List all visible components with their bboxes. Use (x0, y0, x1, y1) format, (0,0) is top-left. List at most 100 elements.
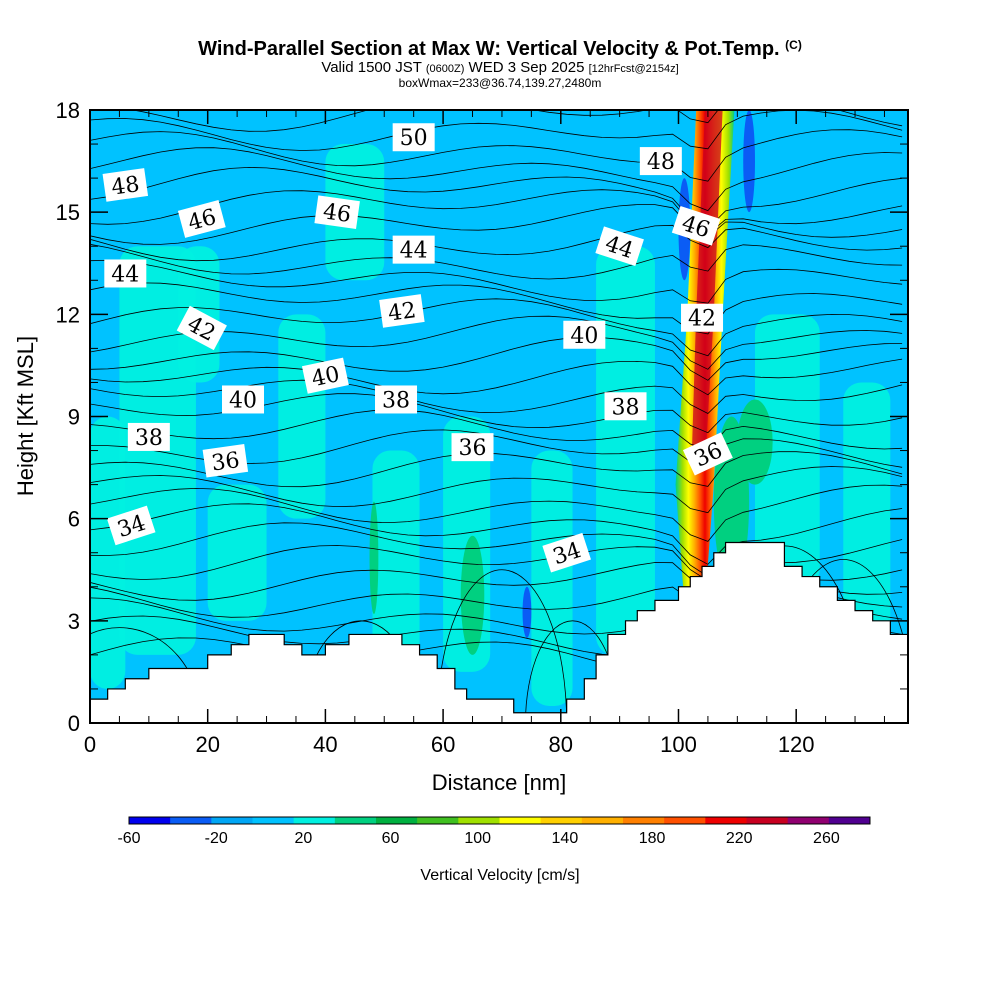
contour-label-text: 40 (309, 362, 342, 392)
colorbar-swatch (664, 817, 706, 824)
y-tick-label: 18 (56, 98, 80, 123)
w-patch-8 (843, 382, 891, 655)
contour-label-text: 38 (612, 395, 640, 420)
colorbar-tick-label: 220 (726, 830, 753, 847)
contour-label-46: 46 (671, 205, 721, 246)
theta-contour-line (90, 358, 903, 396)
contour-label-44: 44 (392, 235, 435, 264)
contour-label-36: 36 (451, 433, 494, 462)
colorbar-swatch (211, 817, 253, 824)
contour-label-text: 38 (135, 426, 163, 451)
colorbar-frame (128, 816, 871, 825)
x-tick-label: 0 (84, 732, 96, 757)
colorbar-swatch (334, 817, 377, 824)
contour-label-text: 42 (688, 307, 716, 332)
contour-label-box (379, 294, 425, 328)
w-green-1 (460, 535, 485, 655)
x-tick-label: 40 (313, 732, 337, 757)
contour-label-box (682, 432, 733, 476)
colorbar-swatch (293, 817, 336, 824)
y-tick-label: 12 (56, 302, 80, 327)
colorbar-swatch (170, 817, 212, 824)
contour-label-48: 48 (639, 147, 682, 176)
contour-label-48: 48 (102, 168, 149, 202)
colorbar-tick-label: -20 (205, 830, 228, 847)
theta-contour-line (130, 110, 903, 132)
theta-contour-line (90, 627, 203, 723)
contour-label-42: 42 (379, 294, 425, 328)
contour-label-box (595, 226, 644, 267)
x-tick-label: 100 (660, 732, 697, 757)
contour-label-text: 44 (400, 239, 428, 264)
contour-label-box (681, 303, 724, 332)
contour-label-box (222, 385, 265, 414)
colorbar-swatch (129, 817, 171, 824)
colorbar-tick-label: 20 (294, 830, 312, 847)
contour-label-44: 44 (595, 226, 644, 267)
w-patch-6 (596, 246, 655, 655)
theta-contour-line (90, 315, 903, 370)
contour-label-box (392, 123, 435, 152)
contour-label-text: 46 (321, 199, 352, 228)
theta-contour-line (90, 189, 903, 236)
contour-label-34: 34 (542, 532, 591, 573)
x-tick-label: 120 (778, 732, 815, 757)
contour-label-box (102, 168, 149, 202)
contour-label-box (639, 147, 682, 176)
contour-label-box (375, 385, 418, 414)
contour-label-38: 38 (127, 422, 170, 451)
colorbar-tick-label: 140 (552, 830, 579, 847)
y-tick-label: 15 (56, 200, 80, 225)
x-tick-label: 80 (549, 732, 573, 757)
theta-contour-line (90, 484, 903, 542)
contour-label-box (604, 392, 647, 421)
w-patch-3 (372, 450, 420, 672)
contour-label-text: 48 (110, 172, 141, 201)
theta-contour-line (90, 409, 903, 451)
contour-label-box (301, 357, 349, 394)
contour-label-box (104, 259, 147, 288)
y-tick-label: 9 (68, 405, 80, 430)
colorbar-label: Vertical Velocity [cm/s] (420, 867, 579, 884)
y-tick-label: 3 (68, 609, 80, 634)
theta-contour-line (90, 282, 903, 335)
colorbar-swatch (252, 817, 295, 824)
terrain (89, 541, 909, 724)
theta-contour-line (90, 224, 903, 262)
w-patch-5 (531, 450, 573, 706)
x-tick-label: 20 (195, 732, 219, 757)
colorbar-tick-label: 100 (464, 830, 491, 847)
y-tick-label: 6 (68, 507, 80, 532)
contour-label-text: 40 (570, 324, 598, 349)
contour-label-38: 38 (375, 385, 418, 414)
colorbar-swatch (458, 817, 500, 824)
colorbar-tick-label: 180 (639, 830, 666, 847)
contour-label-50: 50 (392, 123, 435, 152)
contour-label-box (176, 305, 227, 351)
colorbar-swatch (787, 817, 830, 824)
colorbar-swatch (499, 817, 542, 824)
contour-label-box (542, 532, 591, 573)
contour-label-box (671, 205, 721, 246)
contour-label-text: 50 (400, 126, 428, 151)
contour-label-box (563, 320, 606, 349)
contour-label-box (202, 443, 249, 478)
chart-title: Wind-Parallel Section at Max W: Vertical… (198, 38, 802, 60)
colorbar-swatch (417, 817, 459, 824)
colorbar-swatch (540, 817, 583, 824)
theta-contour-line (90, 166, 903, 230)
contour-label-box (127, 422, 170, 451)
w-green-3 (737, 399, 773, 485)
colorbar-tick-label: -60 (117, 830, 140, 847)
theta-contour-line (90, 147, 903, 212)
colorbar-tick-label: 260 (813, 830, 840, 847)
colorbar-swatch (581, 817, 624, 824)
theta-contour-line (90, 298, 903, 357)
contour-label-42: 42 (681, 303, 724, 332)
contour-label-text: 44 (111, 262, 139, 287)
w-downdraft-2 (743, 110, 755, 213)
contour-label-46: 46 (314, 195, 360, 229)
boxwmax-info: boxWmax=233@36.74,139.27,2480m (398, 76, 602, 90)
